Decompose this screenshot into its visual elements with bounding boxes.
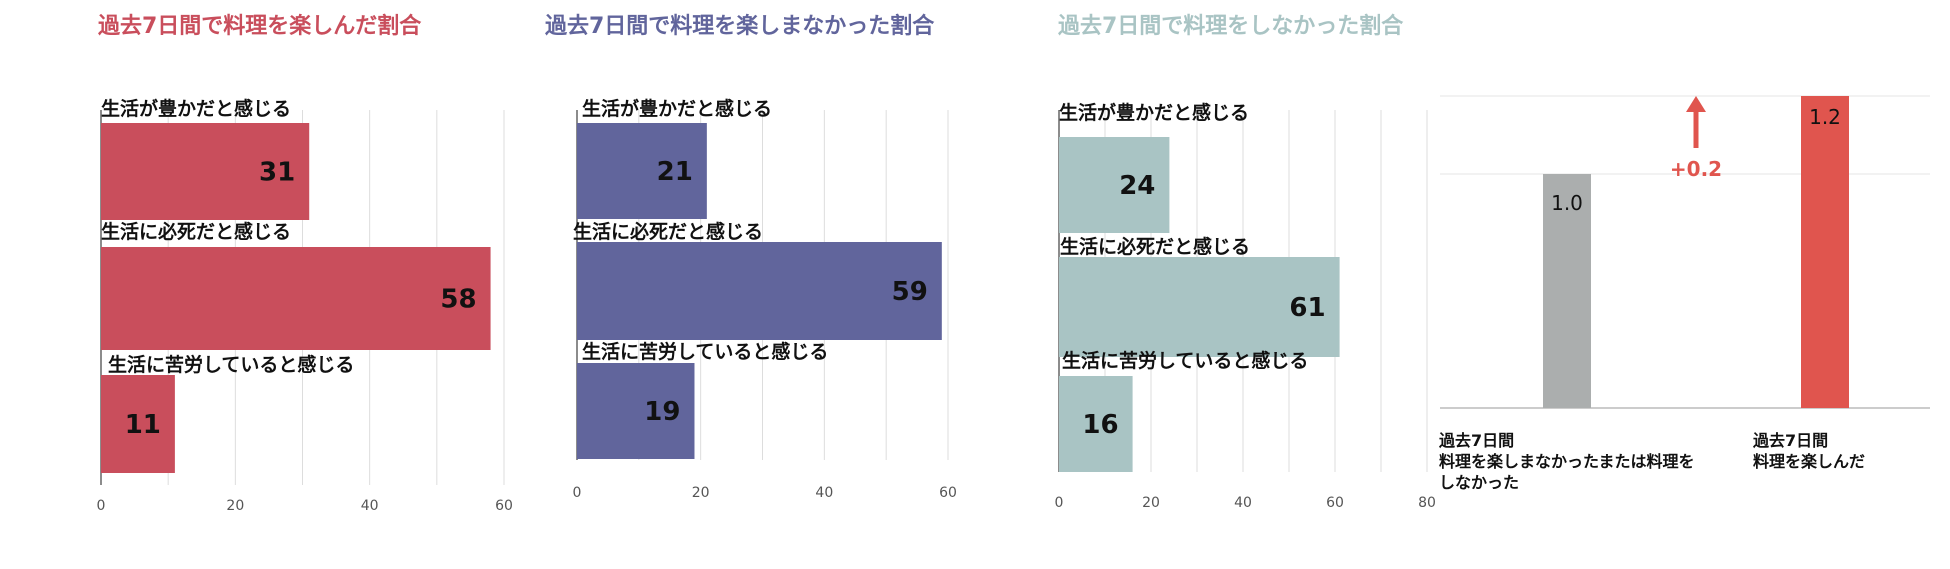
category-label: 生活に必死だと感じる: [101, 220, 291, 243]
data-label: 59: [892, 277, 928, 307]
bar: [577, 242, 942, 340]
bar: [101, 375, 175, 473]
bar: [101, 247, 491, 350]
x-tick-label: 40: [815, 485, 833, 501]
bar: [577, 123, 707, 219]
bar-chart-not-enjoyed: 0 20 40 60 21 生活が豊かだと感じる 59 生活に必死だと感じる 19 生活に苦労して…: [573, 97, 957, 501]
bar: [101, 123, 310, 220]
chart-panel-did-not-cook: 過去7日間で料理をしなかった割合 0 20 40 60 80 24 生活が豊かだと感じる 61…: [1055, 14, 1436, 511]
x-tick-label: 40: [1234, 495, 1252, 511]
x-tick-label: 80: [1418, 495, 1436, 511]
data-label: 21: [657, 157, 693, 187]
data-label: 61: [1289, 293, 1325, 323]
category-label: 生活に苦労していると感じる: [582, 340, 828, 363]
chart-panel-enjoyed: 過去7日間で料理を楽しんだ割合 0 20 40 60 31 生活が豊かだと感じる 58 生活に…: [0, 0, 520, 569]
category-label: 生活に必死だと感じる: [573, 220, 763, 243]
x-tick-label: 20: [692, 485, 710, 501]
category-label: 生活が豊かだと感じる: [582, 97, 772, 120]
data-label: 11: [125, 410, 161, 440]
data-label: 1.2: [1809, 105, 1841, 129]
bar: [577, 363, 695, 459]
x-tick-label: 40: [361, 498, 379, 514]
x-tick-label: 20: [226, 498, 244, 514]
delta-annotation: +0.2: [1670, 157, 1722, 181]
x-tick-label: 60: [495, 498, 513, 514]
x-tick-label: 60: [939, 485, 957, 501]
data-label: 1.0: [1551, 191, 1583, 215]
chart-title: 過去7日間で料理をしなかった割合: [1058, 14, 1404, 39]
bar: [1543, 174, 1591, 408]
x-tick-label: 0: [1055, 495, 1064, 511]
bar: [1059, 376, 1133, 472]
x-category-label: 過去7日間 料理を楽しんだ: [1753, 431, 1866, 471]
data-label: 19: [644, 397, 680, 427]
x-tick-label: 60: [1326, 495, 1344, 511]
data-label: 24: [1119, 171, 1155, 201]
category-label: 生活に苦労していると感じる: [1062, 349, 1308, 372]
category-label: 生活に必死だと感じる: [1060, 235, 1250, 258]
x-tick-label: 0: [573, 485, 582, 501]
category-label: 生活が豊かだと感じる: [1059, 101, 1249, 124]
data-label: 16: [1082, 410, 1118, 440]
chart-title: 過去7日間で料理を楽しんだ割合: [98, 14, 422, 39]
bar-chart-did-not-cook: 0 20 40 60 80 24 生活が豊かだと感じる 61 生活に必死だと感じる 16 生活に苦労…: [1055, 101, 1436, 511]
bar-chart-enjoyed: 0 20 40 60 31 生活が豊かだと感じる 58 生活に必死だと感じる 11 生活に苦労して…: [97, 97, 513, 514]
chart-panel-not-enjoyed: 過去7日間で料理を楽しまなかった割合 0 20 40 60 21 生活が豊かだと感じる 59…: [545, 14, 957, 501]
x-tick-label: 0: [97, 498, 106, 514]
bar: [1059, 257, 1340, 357]
x-category-label: 過去7日間 料理を楽しまなかったまたは料理を しなかった: [1439, 431, 1695, 492]
chart-title: 過去7日間で料理を楽しまなかった割合: [545, 14, 935, 39]
category-label: 生活が豊かだと感じる: [101, 97, 291, 120]
bar: [1801, 96, 1849, 408]
data-label: 58: [440, 285, 476, 315]
data-label: 31: [259, 158, 295, 188]
category-label: 生活に苦労していると感じる: [108, 353, 354, 376]
up-arrow-icon: [1686, 96, 1706, 112]
x-tick-label: 20: [1142, 495, 1160, 511]
bar: [1059, 137, 1170, 233]
